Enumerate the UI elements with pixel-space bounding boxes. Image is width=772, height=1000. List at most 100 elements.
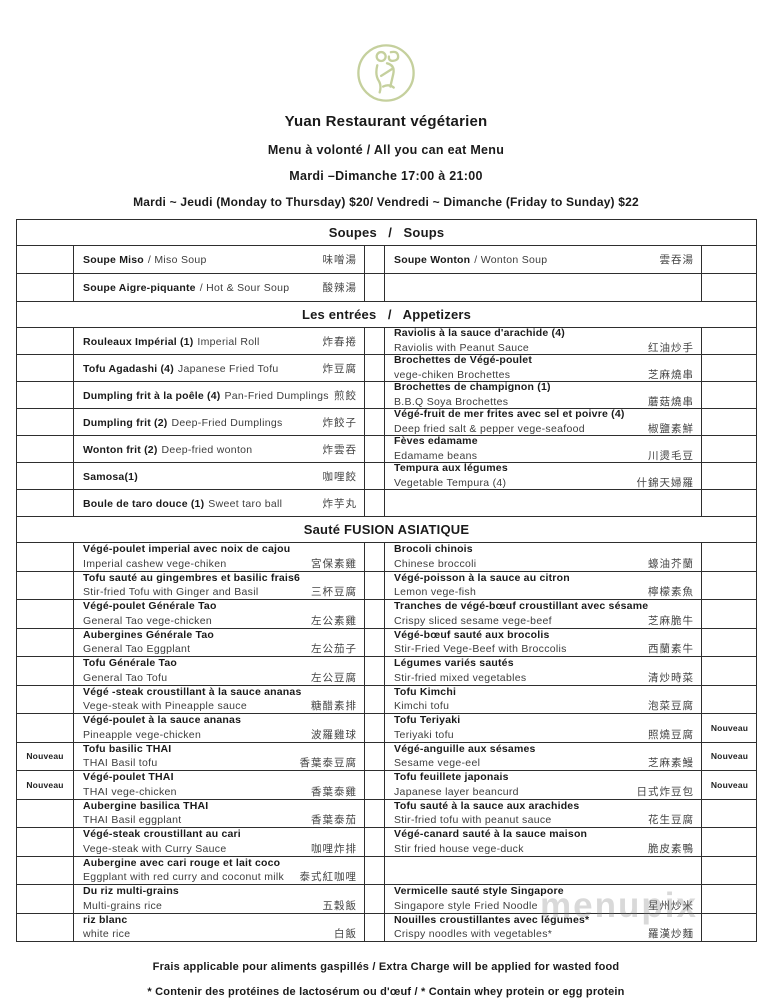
item-name-zh: 羅漢炒麵	[648, 928, 694, 940]
menu-item-line: Samosa(1) 咖哩餃	[83, 469, 357, 484]
menu-row: Dumpling frit à la poêle (4) Pan-Fried Du…	[17, 381, 756, 408]
item-name-fr: Tofu basilic THAI	[83, 742, 172, 755]
center-gap-cell	[364, 799, 384, 827]
item-name-fr: Végé-poulet THAI	[83, 771, 174, 783]
menu-item-line: Wonton frit (2) Deep-fried wonton 炸雲吞	[83, 442, 357, 457]
item-name-fr: Végé-poulet imperial avec noix de cajou	[83, 543, 291, 555]
menu-item-right: Tempura aux légumes Vegetable Tempura (4)…	[384, 463, 701, 489]
section-header-row: Sauté FUSION ASIATIQUE	[17, 516, 756, 542]
item-name-zh: 煎餃	[334, 389, 357, 402]
item-name-fr: Soupe Aigre-piquante	[83, 282, 196, 294]
menu-item-line: Soupe Aigre-piquante / Hot & Sour Soup 酸辣湯	[83, 280, 357, 295]
item-name-zh: 芝麻脆牛	[648, 614, 694, 627]
item-name-fr: Brochettes de Végé-poulet	[394, 355, 533, 367]
menu-item-line: Boule de taro douce (1) Sweet taro ball 炸芋…	[83, 496, 357, 511]
center-gap-cell	[364, 246, 384, 273]
badge-cell	[701, 463, 757, 489]
item-name-en: Sweet taro ball	[208, 497, 283, 510]
item-name-zh: 脆皮素鴨	[648, 842, 694, 855]
item-name-en: Stir fried house vege-duck	[394, 842, 524, 855]
item-name-fr: Tofu Agadashi (4)	[83, 362, 174, 375]
menu-footer: Frais applicable pour aliments gaspillés…	[0, 961, 772, 998]
menu-header: Yuan Restaurant végétarien Menu à volont…	[0, 0, 772, 209]
item-name-en: Imperial cashew vege-chiken	[83, 557, 227, 570]
badge-cell	[701, 685, 757, 713]
item-name-fr: Tempura aux légumes	[394, 463, 508, 475]
menu-table: Soupes / Soups Soupe Miso / Miso Soup 味噌湯 So…	[16, 219, 757, 942]
item-name-fr: Brocoli chinois	[394, 543, 473, 555]
item-name-en: Kimchi tofu	[394, 700, 450, 712]
menu-item-right: Légumes variés sautés Stir-fried mixed ve…	[384, 657, 701, 685]
menu-item-line2: General Tao Tofu 左公豆腐	[83, 670, 357, 685]
item-name-zh: 香葉泰雞	[311, 785, 357, 798]
nouveau-badge: Nouveau	[26, 779, 64, 790]
menu-item-left: Soupe Aigre-piquante / Hot & Sour Soup 酸辣湯	[73, 274, 364, 301]
center-gap-cell	[364, 742, 384, 770]
badge-cell	[17, 543, 73, 571]
menu-item-left: Du riz multi-grains Multi-grains rice 五穀飯	[73, 885, 364, 913]
center-gap-cell	[364, 274, 384, 301]
menu-item-line2: vege-chiken Brochettes 芝麻燒串	[394, 367, 694, 381]
menu-row: Tofu Générale Tao General Tao Tofu 左公豆腐 Lég…	[17, 656, 756, 685]
badge-cell	[701, 885, 757, 913]
item-name-en: Raviolis with Peanut Sauce	[394, 341, 530, 354]
item-name-zh: 蘑菇燒串	[648, 395, 694, 408]
item-name-fr: Boule de taro douce (1)	[83, 497, 205, 510]
menu-item-right: Brochettes de Végé-poulet vege-chiken Bro…	[384, 355, 701, 381]
menu-item-line2: Imperial cashew vege-chiken 宮保素雞	[83, 556, 357, 571]
item-name-fr: Végé-steak croustillant au cari	[83, 828, 241, 840]
menu-item-line2: Stir-fried mixed vegetables 清炒時菜	[394, 670, 694, 685]
item-name-en: Stir-fried tofu with peanut sauce	[394, 814, 552, 826]
empty-cell	[384, 856, 701, 884]
item-name-fr: Tofu Teriyaki	[394, 714, 461, 726]
menu-row: riz blanc white rice 白飯 Nouilles croustilla…	[17, 912, 756, 941]
section-header-row: Soupes / Soups	[17, 220, 756, 245]
menu-item-left: Tofu Générale Tao General Tao Tofu 左公豆腐	[73, 657, 364, 685]
item-name-en: Crispy noodles with vegetables*	[394, 928, 553, 940]
menu-item-left: Tofu basilic THAI THAI Basil tofu 香葉泰豆腐	[73, 742, 364, 770]
nouveau-badge-cell: Nouveau	[17, 771, 73, 799]
item-name-fr: Végé-fruit de mer frites avec sel et poi…	[394, 409, 625, 421]
item-name-en: Deep-fried wonton	[161, 443, 253, 456]
item-name-zh: 蠔油芥蘭	[648, 557, 694, 570]
menu-item-line2: Kimchi tofu 泡菜豆腐	[394, 698, 694, 713]
item-name-fr: Nouilles croustillantes avec légumes*	[394, 913, 590, 926]
badge-cell	[701, 436, 757, 462]
item-name-en: / Wonton Soup	[474, 254, 548, 266]
item-name-fr: Dumpling frit (2)	[83, 416, 168, 429]
center-gap-cell	[364, 771, 384, 799]
item-name-en: THAI Basil eggplant	[83, 814, 182, 826]
item-name-fr: Rouleaux Impérial (1)	[83, 335, 194, 348]
menu-item-line2: Crispy sliced sesame vege-beef 芝麻脆牛	[394, 613, 694, 628]
badge-cell	[17, 328, 73, 354]
menu-row: Tofu Agadashi (4) Japanese Fried Tofu 炸豆腐 B…	[17, 354, 756, 381]
center-gap-cell	[364, 913, 384, 941]
menu-item-line: Dumpling frit (2) Deep-Fried Dumplings 炸餃子	[83, 415, 357, 430]
menu-row: Aubergine basilica THAI THAI Basil eggpla…	[17, 798, 756, 827]
item-name-zh: 芝麻素鰻	[648, 757, 694, 769]
menu-item-right: Végé-fruit de mer frites avec sel et poi…	[384, 409, 701, 435]
badge-cell	[17, 355, 73, 381]
menu-item-line2: THAI Basil eggplant 香葉泰茄	[83, 812, 357, 827]
item-name-fr: Soupe Wonton	[394, 254, 471, 266]
item-name-fr: Dumpling frit à la poêle (4)	[83, 389, 221, 402]
menu-row: Nouveau Tofu basilic THAI THAI Basil tofu 香…	[17, 741, 757, 770]
item-name-zh: 芝麻燒串	[648, 368, 694, 381]
item-name-fr: Tofu Générale Tao	[83, 657, 178, 669]
item-name-en: Eggplant with red curry and coconut milk	[83, 871, 285, 883]
item-name-zh: 炸豆腐	[322, 362, 357, 375]
menu-subtitle: Menu à volonté / All you can eat Menu	[267, 143, 505, 157]
footer-note-waste: Frais applicable pour aliments gaspillés…	[152, 961, 620, 973]
item-name-zh: 花生豆腐	[648, 814, 694, 826]
empty-cell	[384, 490, 701, 516]
center-gap-cell	[364, 657, 384, 685]
nouveau-badge-cell: Nouveau	[701, 742, 757, 770]
item-name-zh: 五穀飯	[322, 899, 357, 912]
item-name-zh: 炸餃子	[322, 416, 357, 429]
menu-item-left: Végé-poulet à la sauce ananas Pineapple v…	[73, 714, 364, 742]
menu-item-line: Rouleaux Impérial (1) Imperial Roll 炸春捲	[83, 334, 357, 349]
item-name-fr: Tranches de végé-bœuf croustillant avec …	[394, 600, 649, 612]
item-name-en: General Tao Eggplant	[83, 643, 191, 655]
menu-item-left: Rouleaux Impérial (1) Imperial Roll 炸春捲	[73, 328, 364, 354]
item-name-zh: 雲吞湯	[659, 254, 694, 266]
